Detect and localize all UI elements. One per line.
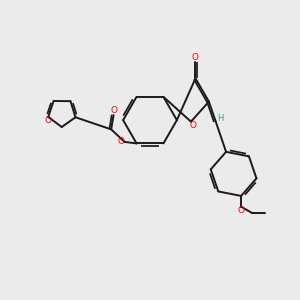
Text: H: H [217,114,223,123]
Text: O: O [45,116,52,125]
Text: O: O [238,206,244,215]
Text: O: O [111,106,118,116]
Text: O: O [117,137,124,146]
Text: O: O [192,53,199,62]
Text: O: O [190,121,197,130]
